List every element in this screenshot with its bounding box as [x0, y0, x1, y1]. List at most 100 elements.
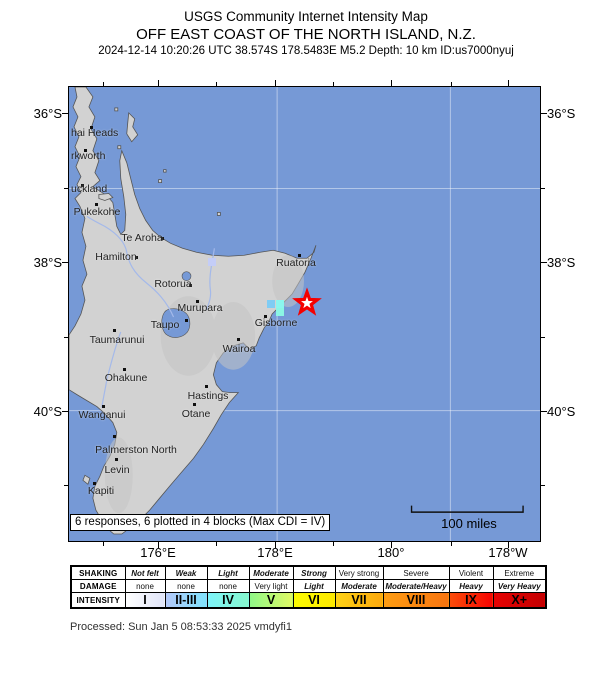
legend-intensity-cell: IX — [448, 592, 494, 609]
axis-tick — [103, 542, 104, 546]
lat-label-right-36s: 36°S — [547, 106, 576, 121]
intensity-block — [276, 308, 284, 316]
lat-label-left-40s: 40°S — [33, 404, 62, 419]
axis-tick — [64, 337, 68, 338]
city-dot — [112, 434, 116, 438]
lon-label-178w: 178°W — [488, 545, 528, 560]
legend-intensity-cell: VII — [334, 592, 384, 609]
axis-tick — [451, 82, 452, 86]
city-label: Taumarunui — [89, 334, 145, 346]
city-dot — [92, 481, 96, 485]
intensity-block — [208, 258, 216, 266]
city-label: Gisborne — [254, 317, 298, 329]
response-summary-box: 6 responses, 6 plotted in 4 blocks (Max … — [70, 514, 331, 531]
city-dot — [80, 183, 84, 187]
legend-damage-cell: Heavy — [448, 579, 494, 593]
city-label: Hamilton — [95, 251, 137, 263]
axis-tick — [62, 262, 68, 263]
lat-label-left-36s: 36°S — [33, 106, 62, 121]
axis-tick — [333, 82, 334, 86]
city-dot — [83, 148, 87, 152]
axis-tick — [103, 82, 104, 86]
legend-damage-cell: Moderate — [334, 579, 384, 593]
intensity-legend-table: SHAKING Not felt Weak Light Moderate Strong Ve… — [70, 565, 547, 609]
legend-intensity-cell: VIII — [382, 592, 450, 609]
axis-tick — [541, 411, 547, 412]
city-label: Kapiti — [87, 485, 115, 497]
axis-tick — [64, 485, 68, 486]
axis-tick — [275, 80, 276, 86]
lakes — [161, 271, 192, 338]
lon-label-176e: 176°E — [140, 545, 176, 560]
legend-shaking-cell: Not felt — [124, 565, 166, 580]
city-label: Wairoa — [222, 343, 256, 355]
axis-tick — [62, 411, 68, 412]
legend-damage-cell: none — [206, 579, 250, 593]
axis-tick — [62, 113, 68, 114]
city-dot — [195, 299, 199, 303]
legend-shaking-cell: Strong — [292, 565, 336, 580]
lat-label-left-38s: 38°S — [33, 255, 62, 270]
axis-tick — [158, 80, 159, 86]
city-label: Palmerston North — [95, 444, 177, 456]
lat-label-right-40s: 40°S — [547, 404, 576, 419]
city-dot — [297, 253, 301, 257]
city-label: hai Heads — [71, 127, 119, 139]
legend-row-header-intensity: INTENSITY — [70, 592, 126, 609]
legend-intensity-cell: II-III — [164, 592, 208, 609]
axis-tick — [541, 113, 547, 114]
legend-intensity-cell: V — [248, 592, 294, 609]
processed-timestamp: Processed: Sun Jan 5 08:53:33 2025 vmdyf… — [70, 621, 292, 633]
axis-tick — [541, 188, 545, 189]
page-title: USGS Community Internet Intensity Map — [184, 9, 428, 24]
intensity-block — [267, 300, 275, 308]
legend-intensity-cell: X+ — [492, 592, 547, 609]
legend-shaking-cell: Light — [206, 565, 250, 580]
city-label: Hastings — [187, 390, 229, 402]
city-label: Ohakune — [104, 372, 148, 384]
axis-tick — [333, 542, 334, 546]
map-canvas — [69, 87, 540, 541]
legend-shaking-cell: Very strong — [334, 565, 384, 580]
axis-tick — [391, 542, 392, 548]
legend-intensity-cell: IV — [206, 592, 250, 609]
axis-tick — [541, 337, 545, 338]
offshore-islands — [82, 107, 221, 485]
scale-bar — [410, 505, 524, 513]
city-dot — [114, 457, 118, 461]
legend-shaking-cell: Moderate — [248, 565, 294, 580]
legend-damage-cell: none — [124, 579, 166, 593]
legend-shaking-cell: Violent — [448, 565, 494, 580]
legend-damage-cell: Very light — [248, 579, 294, 593]
city-label: Pukekohe — [73, 206, 121, 218]
city-label: Otane — [181, 408, 211, 420]
axis-tick — [508, 542, 509, 548]
axis-tick — [508, 80, 509, 86]
epicenter-star-icon — [292, 287, 322, 316]
axis-tick — [541, 262, 547, 263]
legend-shaking-cell: Weak — [164, 565, 208, 580]
legend-damage-cell: none — [164, 579, 208, 593]
lat-label-right-38s: 38°S — [547, 255, 576, 270]
axis-tick — [64, 188, 68, 189]
lon-label-180: 180° — [377, 545, 405, 560]
city-dot — [192, 402, 196, 406]
city-dot — [184, 318, 188, 322]
legend-shaking-cell: Extreme — [492, 565, 547, 580]
city-dot — [134, 255, 138, 259]
city-label: Rotorua — [154, 278, 192, 290]
axis-tick — [216, 82, 217, 86]
city-label: Wanganui — [78, 409, 126, 421]
legend-intensity-cell: I — [124, 592, 166, 609]
scale-bar-label: 100 miles — [441, 516, 497, 531]
intensity-block — [276, 300, 284, 308]
city-dot — [112, 328, 116, 332]
axis-tick — [541, 485, 545, 486]
city-dot — [188, 283, 192, 287]
axis-tick — [158, 542, 159, 548]
legend-damage-cell: Very Heavy — [492, 579, 547, 593]
event-details-line: 2024-12-14 10:20:26 UTC 38.574S 178.5483… — [98, 45, 514, 57]
city-dot — [263, 314, 267, 318]
city-label: uckland — [71, 183, 108, 195]
